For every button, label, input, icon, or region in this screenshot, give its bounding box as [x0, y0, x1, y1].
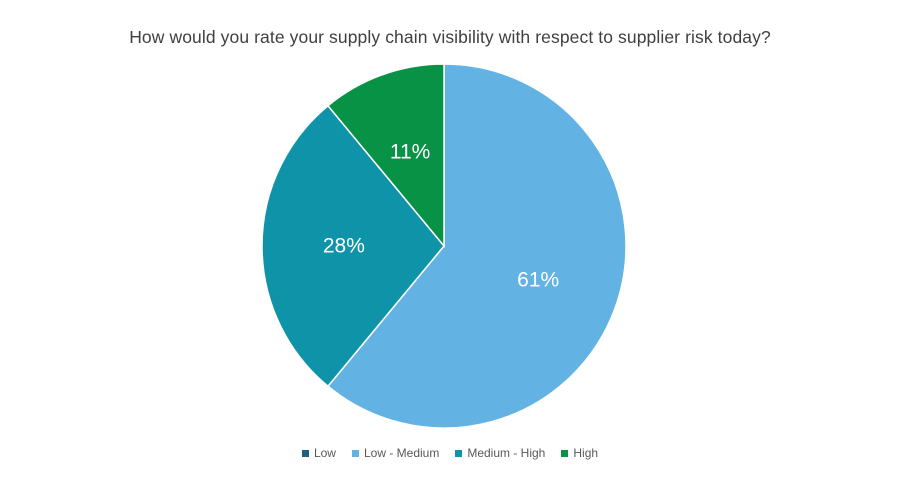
- legend-swatch: [455, 449, 463, 457]
- chart-title: How would you rate your supply chain vis…: [129, 27, 771, 47]
- legend-item-high: High: [561, 446, 598, 460]
- pie-slice-medium-high: [261, 104, 445, 388]
- legend-item-low: Low: [301, 446, 336, 460]
- legend-label: Low: [313, 446, 336, 460]
- legend-label: High: [573, 446, 599, 460]
- data-label-medium-high: 28%: [323, 235, 365, 258]
- legend-swatch: [351, 449, 359, 457]
- legend-label: Medium - High: [467, 446, 546, 460]
- legend-item-medium-high: Medium - High: [455, 446, 545, 460]
- legend-swatch: [561, 449, 569, 457]
- data-label-low-medium: 61%: [517, 268, 559, 291]
- pie-slice-low-medium: [326, 63, 627, 429]
- legend-swatch: [301, 449, 309, 457]
- legend-item-low-medium: Low - Medium: [351, 446, 440, 460]
- data-label-high: 11%: [390, 140, 430, 163]
- legend-label: Low - Medium: [363, 446, 440, 460]
- pie-slice-high: [326, 63, 445, 249]
- chart-legend: Low Low - Medium Medium - High High: [0, 446, 900, 460]
